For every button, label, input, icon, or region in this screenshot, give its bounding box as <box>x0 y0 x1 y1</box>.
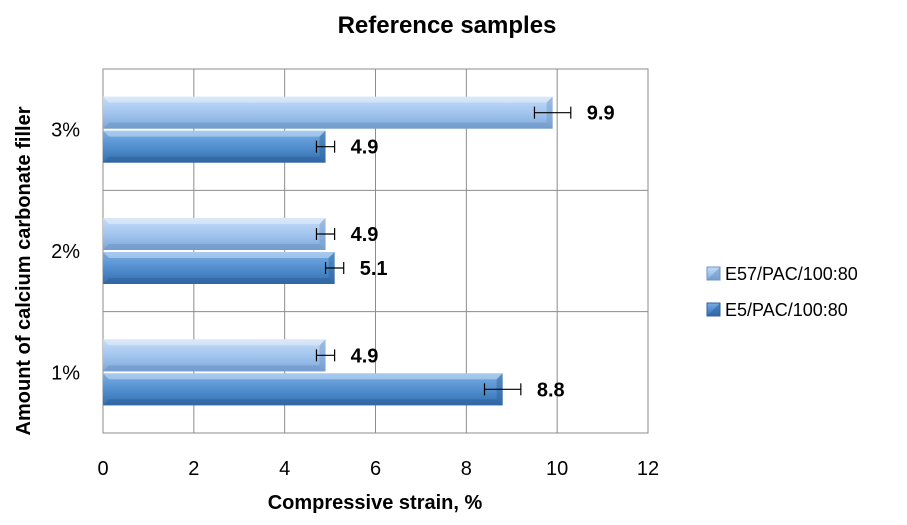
legend-item: E57/PAC/100:80 <box>706 264 858 284</box>
bar-group <box>103 339 326 372</box>
tick-labels: 0 2 4 6 8 10 12 1% 2% 3% <box>51 120 659 480</box>
chart-title: Reference samples <box>338 12 557 39</box>
error-bar <box>315 349 336 362</box>
x-tick-label: 6 <box>370 458 381 480</box>
error-bar <box>315 140 336 153</box>
bar-bevel-bottom <box>103 156 326 163</box>
x-axis-title: Compressive strain, % <box>268 492 483 514</box>
legend-label: E5/PAC/100:80 <box>725 300 848 320</box>
bar-group <box>103 130 326 163</box>
bar-bevel-top <box>103 373 503 380</box>
x-tick-label: 0 <box>97 458 108 480</box>
bar-bevel-top <box>103 218 326 224</box>
y-tick-label: 3% <box>51 120 80 142</box>
legend-label: E57/PAC/100:80 <box>725 264 858 284</box>
bar-bevel-bottom <box>103 122 553 129</box>
x-tick-label: 4 <box>279 458 290 480</box>
bar-bevel-top <box>103 96 553 103</box>
data-label: 4.9 <box>351 224 379 246</box>
data-label: 4.9 <box>351 345 379 367</box>
x-tick-label: 2 <box>188 458 199 480</box>
bar-bevel-bottom <box>103 244 326 250</box>
data-label: 4.9 <box>351 137 379 159</box>
x-tick-label: 8 <box>461 458 472 480</box>
gridlines <box>103 69 648 433</box>
bar-group <box>103 252 335 284</box>
data-label: 5.1 <box>360 258 388 280</box>
legend: E57/PAC/100:80 E5/PAC/100:80 <box>706 264 858 320</box>
bar-bevel-bottom <box>103 278 335 284</box>
bar-group <box>103 373 503 406</box>
error-bar <box>533 106 572 119</box>
bar-bevel-top <box>103 252 335 258</box>
bar-bevel-bottom <box>103 399 503 406</box>
x-tick-label: 10 <box>546 458 568 480</box>
y-tick-label: 1% <box>51 362 80 384</box>
data-label: 9.9 <box>587 103 615 125</box>
legend-item: E5/PAC/100:80 <box>706 300 848 320</box>
legend-swatch-shade <box>707 303 720 316</box>
data-label: 8.8 <box>537 379 565 401</box>
bar-bevel-top <box>103 130 326 137</box>
x-tick-label: 12 <box>637 458 659 480</box>
bar-group <box>103 218 326 250</box>
error-bar <box>324 262 345 274</box>
bar-bevel-bottom <box>103 365 326 372</box>
error-bar <box>483 383 522 396</box>
bar-bevel-top <box>103 339 326 346</box>
bars <box>103 96 572 406</box>
y-tick-label: 2% <box>51 241 80 263</box>
legend-swatch-shade <box>707 267 720 280</box>
bar-group <box>103 96 553 129</box>
error-bar <box>315 228 336 240</box>
data-labels: 4.9 8.8 4.9 5.1 9.9 4.9 <box>351 103 615 402</box>
y-axis-title: Amount of calcium carbonate filler <box>13 106 35 435</box>
